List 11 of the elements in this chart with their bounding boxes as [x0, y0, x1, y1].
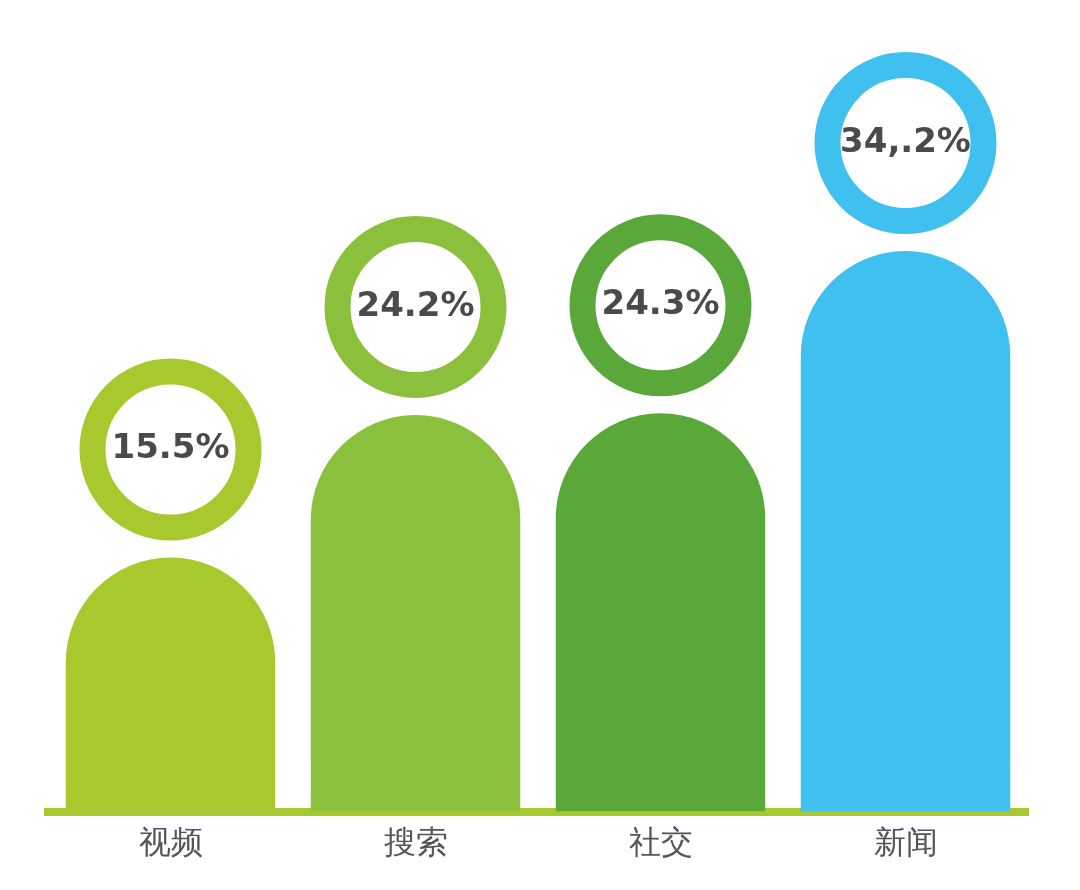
data-label: 15.5% — [111, 426, 230, 467]
bar — [310, 415, 521, 812]
x-tick-label: 新闻 — [873, 823, 938, 862]
x-tick-label: 视频 — [138, 823, 203, 862]
bar — [800, 251, 1011, 812]
x-tick-label: 社交 — [628, 823, 693, 862]
x-tick-label: 搜索 — [383, 823, 448, 862]
bar — [555, 413, 766, 812]
data-label: 24.3% — [601, 282, 720, 323]
data-label: 24.2% — [356, 283, 475, 324]
data-label: 34,.2% — [840, 119, 971, 160]
